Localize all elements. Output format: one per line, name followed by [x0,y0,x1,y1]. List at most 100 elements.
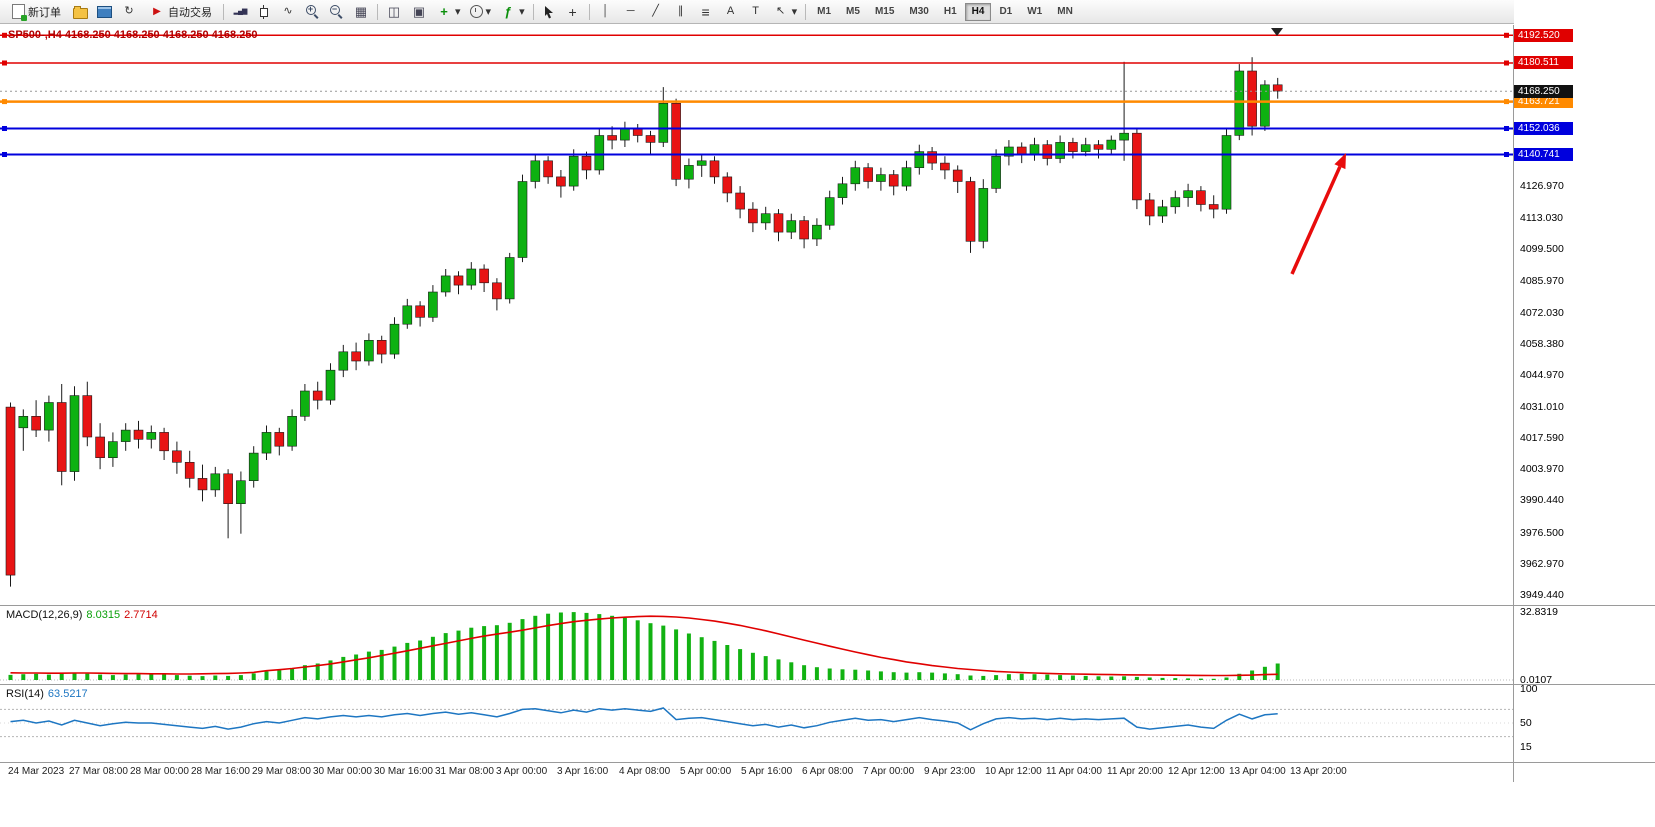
new-order-label: 新订单 [28,6,61,19]
rsi-panel[interactable]: RSI(14) 63.5217 [0,685,1513,762]
trendline-button[interactable]: ╱ [644,2,668,22]
toolbar-separator [588,3,590,20]
price-chart-panel[interactable]: SP500-,H4 4168.250 4168.250 4168.250 416… [0,25,1513,605]
price-tick: 3990.440 [1520,494,1564,506]
hline-price-label: 4140.741 [1514,148,1573,161]
dropdown-arrow-icon: ▾ [485,6,492,18]
zoom-in-button[interactable]: + [301,2,324,22]
text-label-icon: T [752,5,759,17]
macd-chart[interactable] [0,606,1513,684]
macd-axis-label: 0.0107 [1520,674,1553,686]
rsi-axis-label: 100 [1520,683,1538,695]
channel-button[interactable]: ∥ [669,2,693,22]
auto-trading-label: 自动交易 [168,6,212,19]
indicators-button[interactable]: ƒ ▾ [496,2,529,22]
price-scale-divider [1513,25,1514,782]
time-label: 29 Mar 08:00 [252,766,311,777]
timeframe-m5-button[interactable]: M5 [839,3,867,21]
timeframe-w1-button[interactable]: W1 [1020,3,1049,21]
zoom-out-icon: − [329,4,344,19]
fibonacci-icon: ≡ [701,3,710,20]
timeframe-h4-button[interactable]: H4 [964,2,992,21]
toolbar-separator [805,3,807,20]
cursor-button[interactable] [538,2,560,22]
zoom-out-button[interactable]: − [325,2,348,22]
time-axis[interactable]: 24 Mar 2023 27 Mar 08:00 28 Mar 00:00 28 Ma… [0,762,1513,782]
grid-button[interactable]: ▦ [349,2,373,22]
timeframe-d1-button[interactable]: D1 [992,3,1019,21]
price-tick: 4113.030 [1520,212,1564,224]
price-scale[interactable]: 4126.970 4113.030 4099.500 4085.970 4072.030… [1514,0,1655,827]
auto-trading-play-icon: ▶ [153,5,161,17]
rsi-chart[interactable] [0,685,1513,762]
time-label: 5 Apr 16:00 [741,766,793,777]
dropdown-arrow-icon: ▾ [791,6,798,18]
new-order-icon [12,4,27,21]
hline-price-label: 4163.721 [1514,95,1573,108]
toolbar-separator [223,3,224,20]
cascade-windows-icon: ▣ [412,4,426,19]
time-label: 28 Mar 16:00 [191,766,250,777]
time-label: 5 Apr 00:00 [680,766,732,777]
auto-trading-button[interactable]: ▶ 自动交易 [142,2,219,22]
arrows-button[interactable]: ↖ ▾ [769,2,802,22]
rsi-label: RSI(14) 63.5217 [6,688,88,700]
market-watch-button[interactable] [93,2,116,22]
line-chart-button[interactable]: ∿ [276,2,300,22]
trendline-icon: ╱ [652,5,659,17]
price-tick: 3949.440 [1520,589,1564,601]
time-label: 13 Apr 04:00 [1229,766,1286,777]
candlestick-icon [258,4,270,19]
new-order-button[interactable]: 新订单 [5,2,68,22]
timeframe-h1-button[interactable]: H1 [937,3,964,21]
time-label: 27 Mar 08:00 [69,766,128,777]
timeframe-m15-button[interactable]: M15 [868,3,901,21]
crosshair-button[interactable]: + [561,2,585,22]
rsi-value: 63.5217 [47,688,88,700]
text-icon: A [726,5,735,17]
plus-sign: + [307,4,314,14]
fibonacci-button[interactable]: ≡ [694,2,718,22]
panel-divider [0,762,1655,763]
new-chart-button[interactable]: + ▾ [432,2,465,22]
macd-main-value: 8.0315 [86,609,121,621]
timeframe-mn-button[interactable]: MN [1050,3,1080,21]
candlestick-chart-button[interactable] [253,2,275,22]
macd-panel[interactable]: MACD(12,26,9) 8.0315 2.7714 [0,606,1513,684]
time-label: 24 Mar 2023 [8,766,65,777]
rsi-axis-label: 50 [1520,717,1532,729]
chart-title: SP500-,H4 4168.250 4168.250 4168.250 416… [8,29,258,41]
time-label: 30 Mar 16:00 [374,766,433,777]
refresh-button[interactable]: ↻ [117,2,141,22]
macd-label: MACD(12,26,9) 8.0315 2.7714 [6,609,158,621]
zoom-in-icon: + [305,4,320,19]
period-button[interactable]: ▾ [466,2,496,22]
dropdown-arrow-icon: ▾ [519,6,525,18]
time-label: 11 Apr 20:00 [1107,766,1163,777]
grid-icon: ▦ [354,4,368,19]
time-label: 30 Mar 00:00 [313,766,372,777]
timeframe-m30-button[interactable]: M30 [902,3,935,21]
candlestick-chart[interactable] [0,25,1513,605]
cursor-icon [544,5,553,18]
panel-divider[interactable] [0,605,1655,606]
timeframe-m1-button[interactable]: M1 [810,3,838,21]
folder-icon [73,5,88,19]
tile-windows-button[interactable]: ◫ [382,2,406,22]
dropdown-arrow-icon: ▾ [455,6,461,18]
horizontal-line-button[interactable]: ─ [619,2,643,22]
cascade-windows-button[interactable]: ▣ [407,2,431,22]
bar-chart-button[interactable]: ▂▄▆ [228,2,252,22]
clock-icon [469,5,483,18]
profiles-button[interactable] [69,2,92,22]
panel-divider[interactable] [0,684,1655,685]
text-label-button[interactable]: T [744,2,768,22]
vertical-line-button[interactable]: │ [594,2,618,22]
time-label: 7 Apr 00:00 [863,766,915,777]
price-tick: 4099.500 [1520,243,1564,255]
price-tick: 3962.970 [1520,558,1564,570]
time-label: 3 Apr 16:00 [557,766,609,777]
text-button[interactable]: A [719,2,743,22]
refresh-icon: ↻ [124,5,134,17]
